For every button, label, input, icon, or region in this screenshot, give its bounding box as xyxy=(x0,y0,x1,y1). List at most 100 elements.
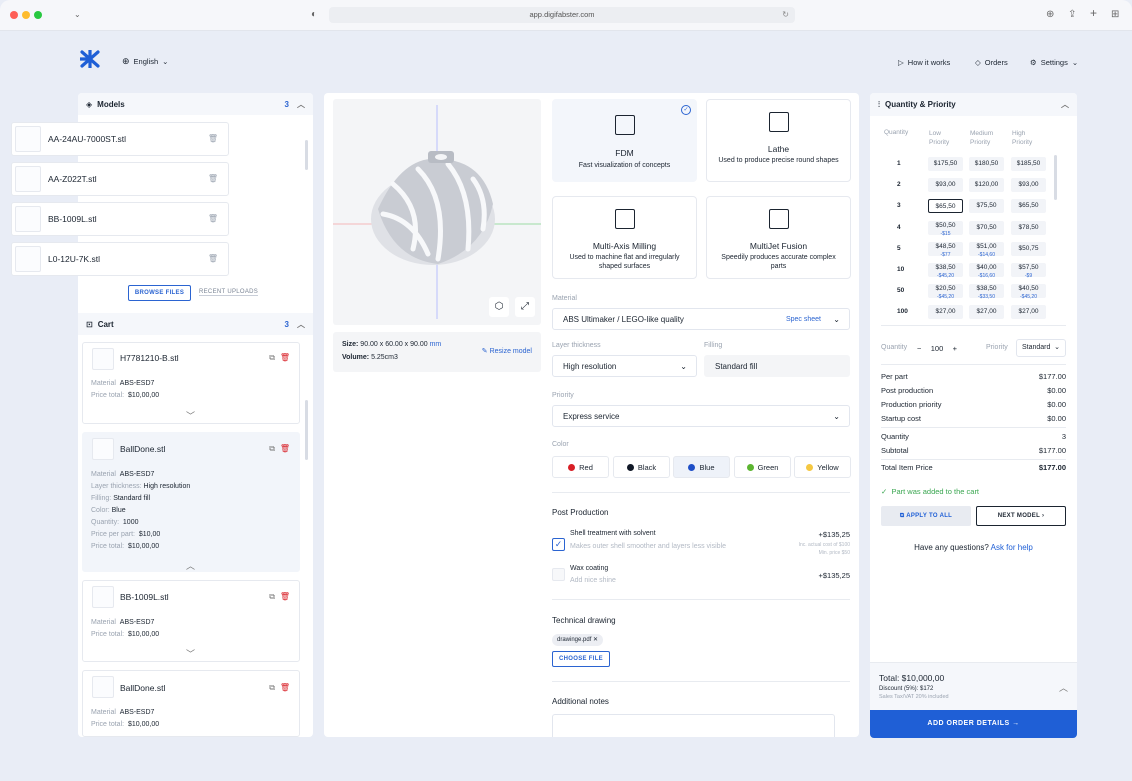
price-cell-med[interactable]: $51,00 -$14,60 xyxy=(969,241,1004,258)
chevron-up-icon[interactable]: ︿ xyxy=(1058,683,1068,693)
chevron-up-icon[interactable]: ︿ xyxy=(186,561,196,571)
price-cell-med[interactable]: $38,50 -$33,50 xyxy=(969,284,1004,300)
apply-to-all-button[interactable]: ⧉ APPLY TO ALL xyxy=(881,506,971,526)
price-cell-high[interactable]: $27,00 xyxy=(1011,305,1046,320)
chevron-down-icon[interactable]: ⌄ xyxy=(74,10,81,19)
chevron-up-icon[interactable]: ︿ xyxy=(297,99,305,109)
minimize-window-dot[interactable] xyxy=(22,11,30,19)
chevron-down-icon[interactable]: ﹀ xyxy=(186,649,196,659)
tech-card-milling[interactable]: Multi-Axis Milling Used to machine flat … xyxy=(552,196,697,279)
cart-item[interactable]: BallDone.stl ⧉ 🗑 Material ABS-ESD7 Price… xyxy=(82,670,300,737)
layer-thickness-select[interactable]: High resolution ⌄ xyxy=(552,355,697,377)
model-viewer[interactable]: ⬡ ⤢ xyxy=(333,99,541,325)
plus-icon[interactable]: + xyxy=(952,343,957,353)
recent-uploads-link[interactable]: RECENT UPLOADS xyxy=(199,289,259,296)
add-order-details-button[interactable]: ADD ORDER DETAILS → xyxy=(870,710,1077,738)
color-option-red[interactable]: Red xyxy=(552,456,609,478)
model-item[interactable]: BB-1009L.stl 🗑 xyxy=(11,202,229,236)
ask-for-help-link[interactable]: Ask for help xyxy=(990,543,1033,552)
tab-overview-icon[interactable]: ⊞ xyxy=(1111,9,1120,20)
price-cell-med[interactable]: $70,50 xyxy=(969,220,1004,235)
price-cell-med[interactable]: $180,50 xyxy=(969,157,1004,171)
zoom-window-dot[interactable] xyxy=(34,11,42,19)
close-window-dot[interactable] xyxy=(10,11,18,19)
color-option-black[interactable]: Black xyxy=(613,456,670,478)
color-option-yellow[interactable]: Yellow xyxy=(794,456,851,478)
price-cell-high[interactable]: $78,50 xyxy=(1011,220,1046,235)
chevron-up-icon[interactable]: ︿ xyxy=(297,319,305,329)
digifabster-logo-icon[interactable] xyxy=(80,50,100,68)
language-selector[interactable]: ⊕ English ⌄ xyxy=(122,56,168,67)
model-item[interactable]: AA-24AU-7000ST.stl 🗑 xyxy=(11,122,229,156)
how-it-works-link[interactable]: ▷ How it works xyxy=(898,58,950,67)
shell-treatment-checkbox[interactable]: ✓ xyxy=(552,538,565,551)
price-cell-low[interactable]: $48,50 -$77 xyxy=(928,241,963,258)
price-grid-scrollbar[interactable] xyxy=(1054,155,1057,200)
priority-select[interactable]: Express service ⌄ xyxy=(552,405,850,427)
color-option-green[interactable]: Green xyxy=(734,456,791,478)
size-unit-link[interactable]: mm xyxy=(429,341,442,348)
attached-file-chip[interactable]: drawinge.pdf ✕ xyxy=(552,634,604,646)
trash-icon[interactable]: 🗑 xyxy=(207,174,218,183)
next-model-button[interactable]: NEXT MODEL › xyxy=(976,506,1066,526)
price-cell-low[interactable]: $50,50 -$15 xyxy=(928,220,963,237)
price-cell-med[interactable]: $75,50 xyxy=(969,199,1004,214)
material-select[interactable]: ABS Ultimaker / LEGO-like quality Spec s… xyxy=(552,308,850,330)
price-cell-high[interactable]: $50,75 xyxy=(1011,241,1046,256)
order-total-summary[interactable]: Total: $10,000,00 Discount (5%): $172 Sa… xyxy=(870,662,1077,710)
price-cell-high[interactable]: $57,50 -$9 xyxy=(1011,263,1046,279)
browse-files-button[interactable]: BROWSE FILES xyxy=(128,285,191,301)
delete-icon[interactable]: 🗑 xyxy=(279,683,290,692)
price-cell-high[interactable]: $185,50 xyxy=(1011,157,1046,171)
model-item[interactable]: AA-Z022T.stl 🗑 xyxy=(11,162,229,196)
tech-card-lathe[interactable]: Lathe Used to produce precise round shap… xyxy=(706,99,851,182)
trash-icon[interactable]: 🗑 xyxy=(207,254,218,263)
chevron-down-icon[interactable]: ﹀ xyxy=(186,411,196,421)
spec-sheet-link[interactable]: Spec sheet xyxy=(785,315,821,323)
duplicate-icon[interactable]: ⧉ xyxy=(269,683,275,692)
duplicate-icon[interactable]: ⧉ xyxy=(269,592,275,601)
minus-icon[interactable]: − xyxy=(917,343,922,353)
choose-file-button[interactable]: CHOOSE FILE xyxy=(552,651,610,667)
cart-item[interactable]: H7781210-B.stl ⧉ 🗑 Material ABS-ESD7 Pri… xyxy=(82,342,300,424)
trash-icon[interactable]: 🗑 xyxy=(207,214,218,223)
tech-card-fdm[interactable]: ✓ FDM Fast visualization of concepts xyxy=(552,99,697,182)
tech-card-multijet[interactable]: MultiJet Fusion Speedily produces accura… xyxy=(706,196,851,279)
3d-view-icon[interactable]: ⬡ xyxy=(489,297,509,317)
close-icon[interactable]: ✕ xyxy=(593,637,599,643)
price-cell-med[interactable]: $40,00 -$16,60 xyxy=(969,263,1004,279)
cart-item-expanded[interactable]: BallDone.stl ⧉ 🗑 Material ABS-ESD7 Layer… xyxy=(82,432,300,572)
trash-icon[interactable]: 🗑 xyxy=(207,134,218,143)
download-icon[interactable]: ⊕ xyxy=(1046,9,1055,20)
share-icon[interactable]: ⇪ xyxy=(1068,9,1077,20)
price-cell-high[interactable]: $93,00 xyxy=(1011,178,1046,193)
shield-icon[interactable]: ◐ xyxy=(311,9,318,20)
delete-icon[interactable]: 🗑 xyxy=(279,444,290,453)
duplicate-icon[interactable]: ⧉ xyxy=(269,444,275,453)
model-item[interactable]: L0-12U-7K.stl 🗑 xyxy=(11,242,229,276)
models-scrollbar[interactable] xyxy=(305,140,308,170)
price-cell-low[interactable]: $27,00 xyxy=(928,305,963,320)
delete-icon[interactable]: 🗑 xyxy=(279,353,290,362)
priority-select[interactable]: Standard ⌄ xyxy=(1016,339,1066,357)
delete-icon[interactable]: 🗑 xyxy=(279,592,290,601)
cart-item[interactable]: BB-1009L.stl ⧉ 🗑 Material ABS-ESD7 Price… xyxy=(82,580,300,662)
reload-icon[interactable]: ↻ xyxy=(782,10,789,19)
settings-menu[interactable]: ⚙ Settings ⌄ xyxy=(1030,58,1078,67)
price-cell-low-selected[interactable]: $65,50 xyxy=(928,199,963,214)
quantity-priority-header[interactable]: ⫶ Quantity & Priority ︿ xyxy=(870,93,1077,116)
color-option-blue[interactable]: Blue xyxy=(673,456,730,478)
price-cell-low[interactable]: $175,50 xyxy=(928,157,963,171)
wax-coating-checkbox[interactable] xyxy=(552,568,565,581)
address-bar[interactable]: app.digifabster.com ↻ xyxy=(329,7,795,23)
duplicate-icon[interactable]: ⧉ xyxy=(269,353,275,362)
models-header[interactable]: ◈ Models 3 ︿ xyxy=(78,93,313,115)
price-cell-high[interactable]: $65,50 xyxy=(1011,199,1046,214)
price-cell-low[interactable]: $93,00 xyxy=(928,178,963,193)
orders-link[interactable]: ◇ Orders xyxy=(975,58,1008,67)
additional-notes-textarea[interactable] xyxy=(552,714,835,737)
chevron-up-icon[interactable]: ︿ xyxy=(1061,100,1069,109)
cart-scrollbar[interactable] xyxy=(305,400,308,460)
price-cell-high[interactable]: $40,50 -$45,20 xyxy=(1011,284,1046,300)
new-tab-icon[interactable]: + xyxy=(1090,6,1098,20)
